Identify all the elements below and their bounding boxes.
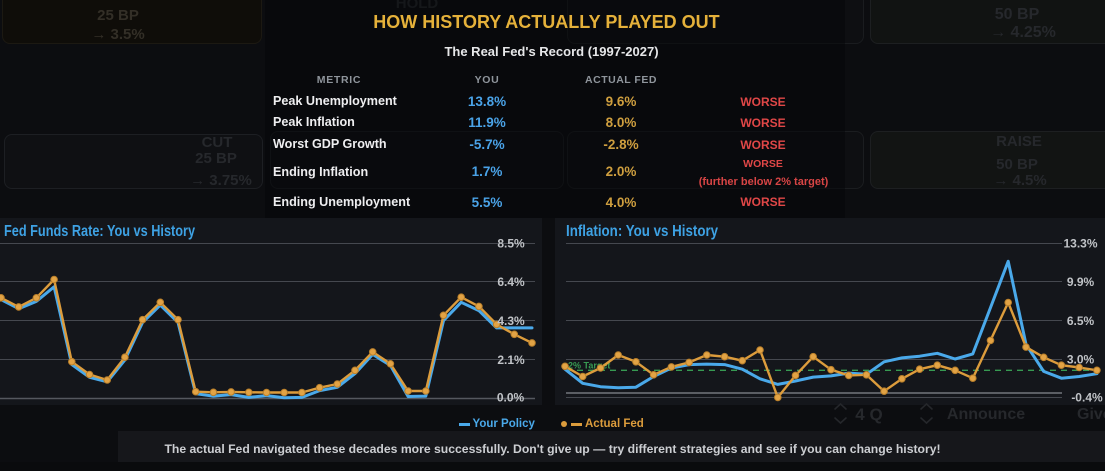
svg-text:8.5%: 8.5% <box>497 237 525 251</box>
svg-text:3.0%: 3.0% <box>1067 353 1095 367</box>
svg-text:4.3%: 4.3% <box>497 314 525 328</box>
svg-text:13.3%: 13.3% <box>1063 237 1097 251</box>
svg-text:6.4%: 6.4% <box>497 275 525 289</box>
svg-text:-0.4%: -0.4% <box>1071 391 1103 405</box>
svg-text:2% Target: 2% Target <box>568 361 610 371</box>
svg-text:0.0%: 0.0% <box>497 391 525 405</box>
svg-text:9.9%: 9.9% <box>1067 275 1095 289</box>
svg-text:6.5%: 6.5% <box>1067 314 1095 328</box>
svg-text:2.1%: 2.1% <box>497 353 525 367</box>
